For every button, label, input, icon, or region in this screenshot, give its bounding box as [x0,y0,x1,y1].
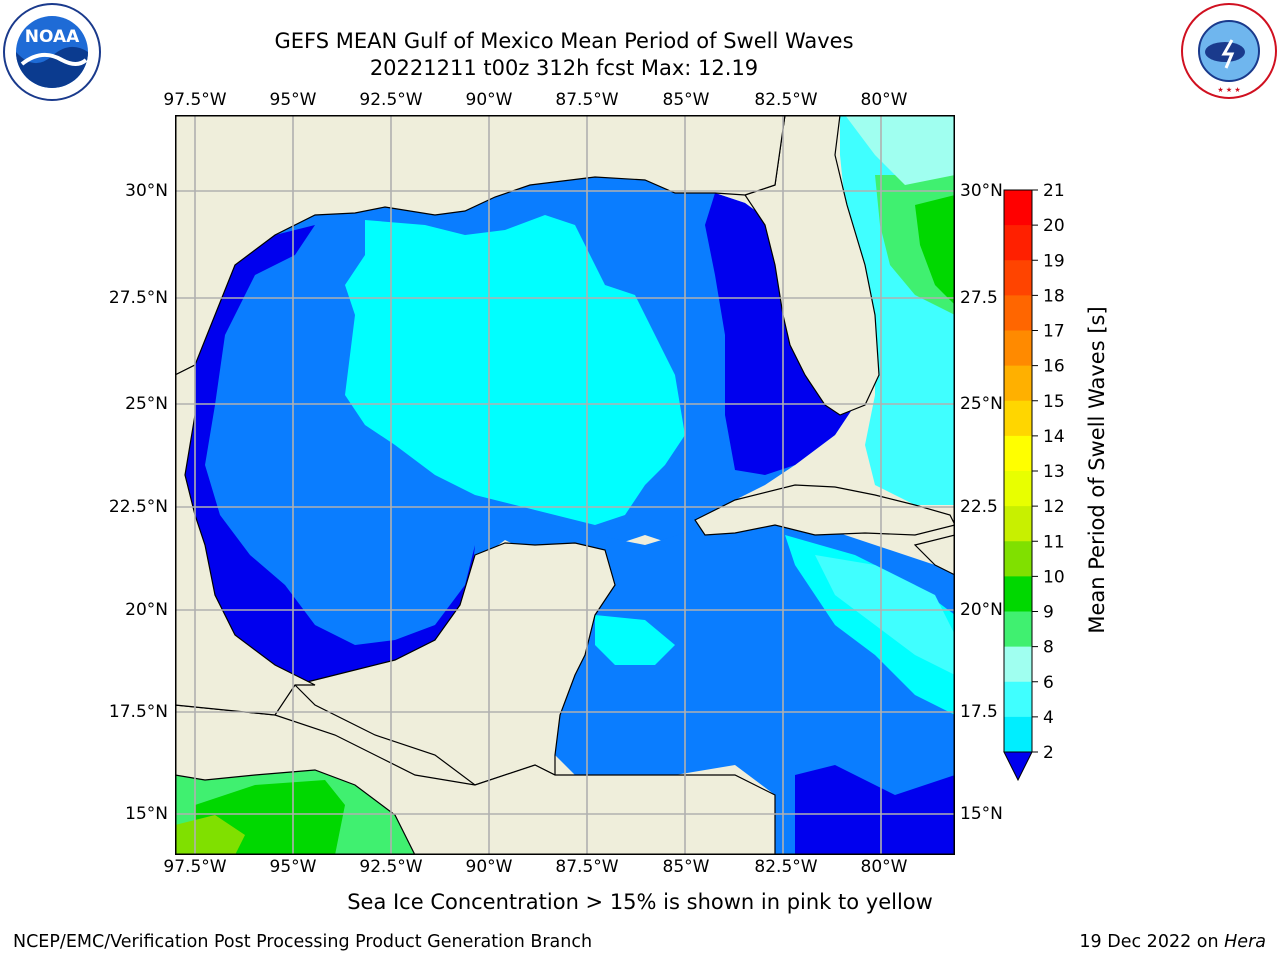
svg-text:NOAA: NOAA [25,27,80,47]
lon-tick-bottom: 85°W [662,857,710,877]
pacific-green2 [175,815,245,855]
lat-tick-left: 22.5°N [108,497,168,517]
chart-title: GEFS MEAN Gulf of Mexico Mean Period of … [274,29,854,53]
colorbar-tick-label: 6 [1043,673,1054,693]
gulf-dark-west [185,225,475,685]
lon-tick-top: 85°W [662,90,710,110]
lat-tick-left: 17.5°N [108,702,168,722]
lat-tick-left: 20°N [125,600,168,620]
caribbean-dark [795,765,955,855]
west-coast [175,364,316,716]
footer-org: NCEP/EMC/Verification Post Processing Pr… [13,932,593,952]
graticule [175,115,955,855]
lon-tick-top: 80°W [860,90,908,110]
lat-tick-left: 15°N [125,804,168,824]
colorbar-cell [1004,576,1032,612]
colorbar-cell [1004,541,1032,577]
lat-tick-left: 27.5°N [108,288,168,308]
colorbar-tick-label: 16 [1043,357,1065,377]
lon-tick-top: 90°W [465,90,513,110]
sea-ice-note: Sea Ice Concentration > 15% is shown in … [347,890,933,914]
lat-tick-right: 25°N [960,394,1003,414]
florida [744,115,880,416]
lat-tick-left: 30°N [125,181,168,201]
colorbar-cell [1004,611,1032,648]
central-america [175,704,776,855]
lon-tick-top: 97.5°W [163,90,227,110]
colorbar-cell [1004,330,1032,367]
colorbar-tick-label: 14 [1043,427,1065,447]
lon-tick-bottom: 95°W [269,857,317,877]
colorbar-cell [1004,260,1032,296]
lat-tick-right: 27.5 [960,288,998,308]
nws-logo: ★ ★ ★ [1180,2,1278,100]
svg-text:★ ★ ★: ★ ★ ★ [1217,86,1240,94]
lon-tick-bottom: 80°W [860,857,908,877]
colorbar-cell [1004,365,1032,402]
lat-tick-left: 25°N [125,394,168,414]
noaa-logo: NOAA [2,2,102,102]
lon-tick-bottom: 92.5°W [359,857,423,877]
colorbar-tick-label: 17 [1043,322,1065,342]
colorbar: 21 20 19 18 17 16 15 14 13 12 11 10 9 8 6 4 2 [1003,182,1065,782]
cuba [694,484,955,536]
colorbar-tick-label: 4 [1043,708,1054,728]
lat-tick-right: 17.5 [960,702,998,722]
map-frame [175,115,955,855]
gulf-map [175,115,955,855]
lon-tick-bottom: 90°W [465,857,513,877]
colorbar-tick-label: 19 [1043,251,1065,271]
lat-tick-right: 15°N [960,804,1003,824]
lat-tick-right: 30°N [960,181,1003,201]
caribbean-light-cyan [815,555,955,675]
lon-tick-top: 95°W [269,90,317,110]
colorbar-cell [1004,435,1032,472]
caribbean-cyan-patch [595,615,675,665]
atlantic-lime [915,195,955,305]
colorbar-under-arrow [1003,751,1033,782]
hispaniola-edge [913,534,955,576]
atlantic-aqua [845,115,955,185]
colorbar-cell [1004,716,1032,753]
lon-tick-top: 92.5°W [359,90,423,110]
colorbar-tick-label: 11 [1043,532,1065,552]
lon-tick-top: 82.5°W [754,90,818,110]
colorbar-cell [1004,471,1032,507]
colorbar-cell [1004,681,1032,718]
colorbar-cell [1004,190,1032,226]
colorbar-cell [1004,225,1032,261]
colorbar-cell [1004,646,1032,683]
footer-date: 19 Dec 2022 on Hera [1079,932,1266,952]
lon-tick-top: 87.5°W [555,90,619,110]
colorbar-cell [1004,506,1032,542]
colorbar-tick-label: 12 [1043,497,1065,517]
colorbar-tick-label: 8 [1043,638,1054,658]
colorbar-tick-label: 20 [1043,216,1065,236]
colorbar-tick-label: 13 [1043,462,1065,482]
lon-tick-bottom: 97.5°W [163,857,227,877]
colorbar-label: Mean Period of Swell Waves [s] [1085,306,1109,634]
colorbar-cell [1004,400,1032,437]
lat-tick-right: 20°N [960,600,1003,620]
colorbar-tick-label: 9 [1043,603,1054,623]
lon-tick-bottom: 82.5°W [754,857,818,877]
colorbar-tick-label: 18 [1043,286,1065,306]
colorbar-cell [1004,295,1032,331]
gulf-cyan-core [345,215,685,525]
colorbar-tick-label: 15 [1043,392,1065,412]
colorbar-tick-label: 2 [1043,743,1054,763]
colorbar-tick-label: 10 [1043,567,1065,587]
chart-subtitle: 20221211 t00z 312h fcst Max: 12.19 [369,56,759,80]
lat-tick-right: 22.5 [960,497,998,517]
colorbar-tick-label: 21 [1043,182,1065,201]
lon-tick-bottom: 87.5°W [555,857,619,877]
